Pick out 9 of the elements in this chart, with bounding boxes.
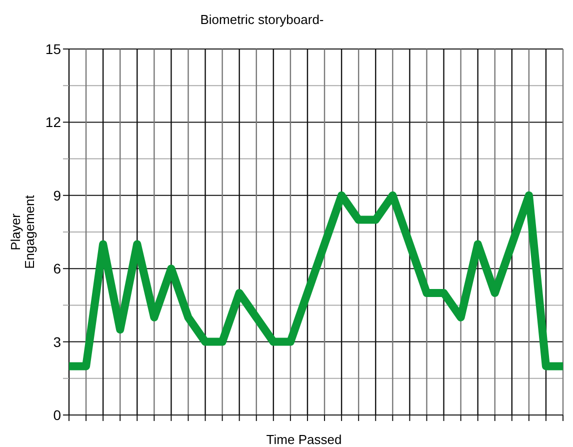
y-tick-label: 12 [45, 114, 62, 130]
y-tick-label: 9 [53, 187, 62, 204]
chart-title: Biometric storyboard- [200, 12, 324, 27]
y-tick-label: 0 [53, 407, 62, 423]
y-tick-label: 15 [45, 41, 62, 57]
y-tick-label: 3 [53, 334, 62, 350]
y-tick-label: 6 [53, 260, 62, 277]
x-axis-title: Time Passed [266, 432, 342, 447]
y-axis-title: Player Engagement [8, 194, 37, 269]
